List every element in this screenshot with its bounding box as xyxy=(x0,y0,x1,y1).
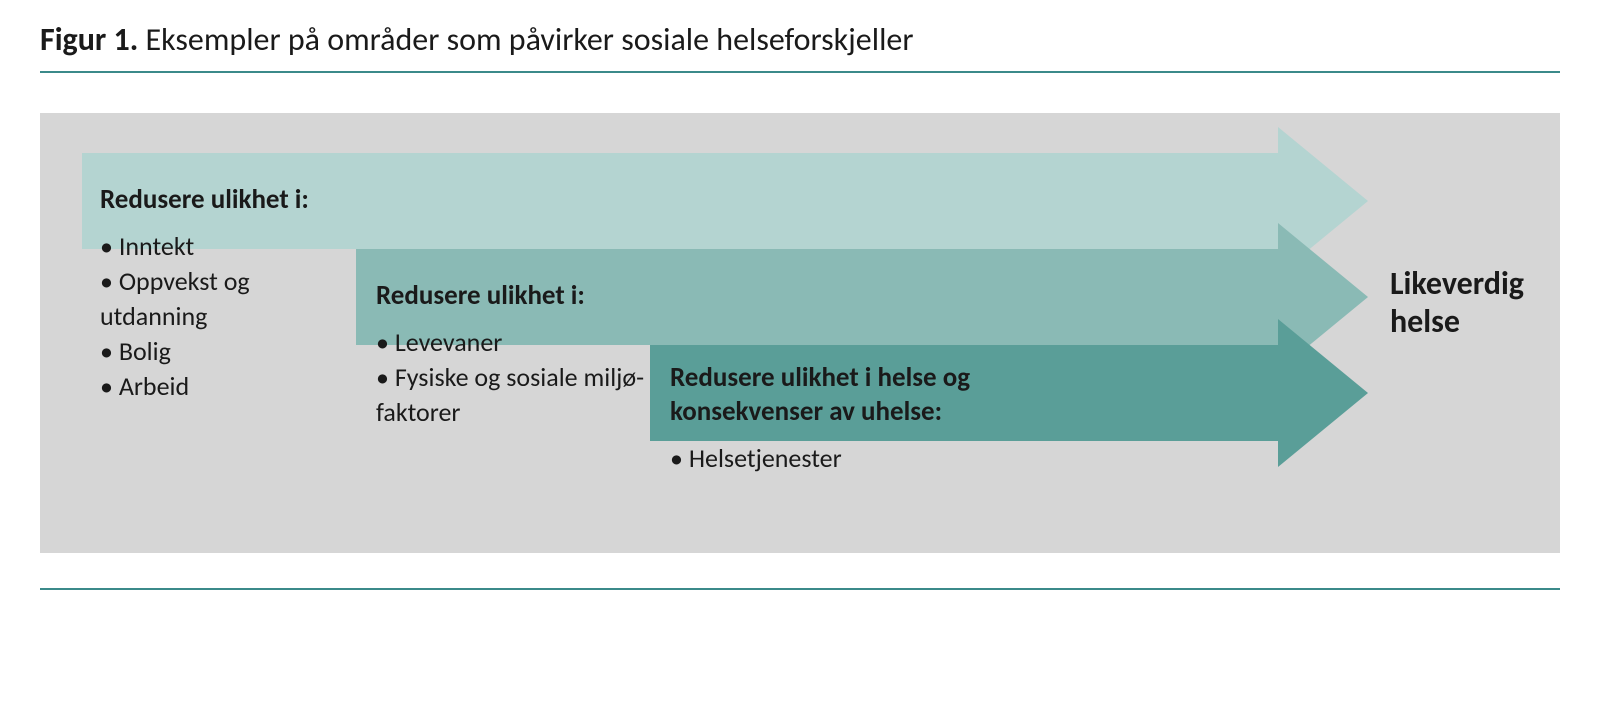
block-2: Redusere ulikhet i: LevevanerFysiske og s… xyxy=(376,279,656,430)
block-1-heading: Redusere ulikhet i: xyxy=(100,183,360,217)
block-2-heading: Redusere ulikhet i: xyxy=(376,279,656,313)
list-item: Fysiske og sosiale miljø­faktorer xyxy=(376,360,656,430)
arrow-diagram: Likeverdig helse Redusere ulikhet i: Innt… xyxy=(40,113,1560,553)
block-3: Redusere ulikhet i helse og konsekvenser… xyxy=(670,361,1090,476)
arrow-3-head xyxy=(1278,319,1368,467)
block-2-list: LevevanerFysiske og sosiale miljø­faktor… xyxy=(376,325,656,430)
list-item: Oppvekst og utdanning xyxy=(100,264,360,334)
list-item: Bolig xyxy=(100,334,360,369)
figure-title-label: Figur 1. xyxy=(40,20,138,59)
block-1: Redusere ulikhet i: InntektOppvekst og ut… xyxy=(100,183,360,404)
figure-title-rest: Eksempler på områder som påvirker sosial… xyxy=(138,20,913,59)
list-item: Arbeid xyxy=(100,369,360,404)
list-item: Levevaner xyxy=(376,325,656,360)
outcome-line2: helse xyxy=(1390,302,1460,341)
outcome-label: Likeverdig helse xyxy=(1390,265,1524,342)
list-item: Helsetjenester xyxy=(670,441,1090,476)
block-3-list: Helsetjenester xyxy=(670,441,1090,476)
outcome-line1: Likeverdig xyxy=(1390,264,1524,303)
block-1-list: InntektOppvekst og utdanningBoligArbeid xyxy=(100,229,360,404)
block-3-heading: Redusere ulikhet i helse og konsekvenser… xyxy=(670,361,1090,429)
list-item: Inntekt xyxy=(100,229,360,264)
figure-title: Figur 1. Eksempler på områder som påvirk… xyxy=(40,20,1560,73)
diagram-wrap: Likeverdig helse Redusere ulikhet i: Innt… xyxy=(40,113,1560,590)
